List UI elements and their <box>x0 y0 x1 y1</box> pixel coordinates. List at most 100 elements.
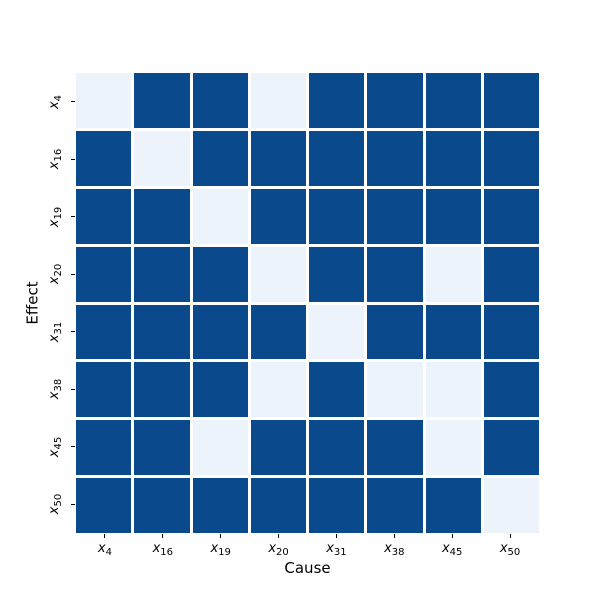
y-tick-mark <box>71 101 75 103</box>
tick-subscript: 20 <box>276 547 289 558</box>
tick-subscript: 31 <box>333 547 347 558</box>
heatmap-cell-r45-c38 <box>367 420 423 476</box>
x-tick-label-x50: x50 <box>500 542 520 558</box>
y-tick-label-x16: x16 <box>47 149 64 170</box>
x-tick-mark <box>220 534 222 538</box>
heatmap-cell-r20-c45 <box>425 246 481 302</box>
y-tick-mark <box>71 446 75 448</box>
heatmap-cell-r19-c20 <box>250 188 306 244</box>
tick-variable: x <box>47 161 62 170</box>
heatmap-cell-r38-c38 <box>367 362 423 418</box>
tick-subscript: 19 <box>53 206 64 220</box>
heatmap-cell-r16-c4 <box>76 130 132 186</box>
heatmap-cell-r19-c31 <box>309 188 365 244</box>
heatmap-cell-r19-c45 <box>425 188 481 244</box>
tick-subscript: 38 <box>53 379 64 392</box>
x-tick-label-x4: x4 <box>98 542 112 558</box>
heatmap-cell-r4-c4 <box>76 73 132 128</box>
tick-subscript: 45 <box>53 436 64 450</box>
tick-variable: x <box>326 541 334 556</box>
heatmap-cell-r16-c16 <box>134 130 190 186</box>
heatmap-cell-r31-c20 <box>250 304 306 360</box>
tick-variable: x <box>499 541 508 556</box>
heatmap-cell-r38-c4 <box>76 362 132 418</box>
heatmap-cell-r50-c31 <box>309 478 365 533</box>
tick-variable: x <box>47 391 62 400</box>
tick-subscript: 4 <box>53 94 64 102</box>
tick-variable: x <box>210 541 219 556</box>
tick-subscript: 31 <box>53 321 64 335</box>
y-tick-label-x31: x31 <box>47 321 64 342</box>
tick-variable: x <box>47 449 62 457</box>
heatmap-cell-r45-c20 <box>250 420 306 476</box>
tick-variable: x <box>97 541 106 556</box>
tick-variable: x <box>441 541 450 556</box>
x-tick-mark <box>104 534 106 538</box>
tick-variable: x <box>152 541 161 556</box>
heatmap-cell-r50-c50 <box>483 478 539 533</box>
x-tick-mark <box>393 534 395 538</box>
heatmap-cell-r38-c19 <box>192 362 248 418</box>
y-axis-title: Effect <box>23 281 42 325</box>
x-tick-mark <box>451 534 453 538</box>
heatmap-cell-r4-c50 <box>483 73 539 128</box>
tick-subscript: 16 <box>160 547 174 558</box>
heatmap-cell-r19-c4 <box>76 188 132 244</box>
y-tick-mark <box>71 158 75 160</box>
tick-subscript: 16 <box>53 149 64 162</box>
x-axis-title: Cause <box>284 559 331 577</box>
heatmap-cell-r31-c19 <box>192 304 248 360</box>
heatmap-cell-r16-c19 <box>192 130 248 186</box>
tick-variable: x <box>47 334 62 342</box>
x-tick-mark <box>278 534 280 538</box>
heatmap-cell-r4-c19 <box>192 73 248 128</box>
heatmap-cell-r19-c16 <box>134 188 190 244</box>
x-tick-label-x45: x45 <box>442 542 462 558</box>
heatmap-cell-r45-c4 <box>76 420 132 476</box>
heatmap-cell-r38-c45 <box>425 362 481 418</box>
tick-subscript: 20 <box>53 264 64 277</box>
heatmap-cell-r4-c16 <box>134 73 190 128</box>
y-tick-mark <box>71 503 75 505</box>
heatmap-cell-r4-c38 <box>367 73 423 128</box>
y-tick-label-x50: x50 <box>47 494 64 514</box>
tick-subscript: 50 <box>53 494 64 507</box>
heatmap-cell-r38-c20 <box>250 362 306 418</box>
heatmap-cell-r31-c38 <box>367 304 423 360</box>
tick-variable: x <box>268 541 277 556</box>
y-tick-label-x38: x38 <box>47 379 64 400</box>
tick-variable: x <box>47 219 62 227</box>
heatmap-cell-r16-c38 <box>367 130 423 186</box>
y-tick-label-x45: x45 <box>47 436 64 457</box>
heatmap-cell-r45-c50 <box>483 420 539 476</box>
x-tick-mark <box>335 534 337 538</box>
x-tick-label-x19: x19 <box>210 542 230 558</box>
heatmap-cell-r38-c16 <box>134 362 190 418</box>
tick-subscript: 4 <box>105 547 112 558</box>
heatmap-cell-r20-c50 <box>483 246 539 302</box>
heatmap-cell-r50-c4 <box>76 478 132 533</box>
heatmap-cell-r50-c16 <box>134 478 190 533</box>
heatmap-cell-r4-c31 <box>309 73 365 128</box>
x-tick-label-x16: x16 <box>153 542 173 558</box>
heatmap-cell-r16-c45 <box>425 130 481 186</box>
heatmap-cell-r20-c19 <box>192 246 248 302</box>
heatmap-cell-r16-c20 <box>250 130 306 186</box>
heatmap-cell-r50-c20 <box>250 478 306 533</box>
tick-variable: x <box>47 276 62 285</box>
heatmap-grid <box>76 73 539 533</box>
heatmap-cell-r45-c19 <box>192 420 248 476</box>
tick-subscript: 45 <box>449 547 463 558</box>
heatmap-cell-r20-c38 <box>367 246 423 302</box>
heatmap-cell-r20-c20 <box>250 246 306 302</box>
heatmap-cell-r16-c50 <box>483 130 539 186</box>
heatmap-cell-r31-c50 <box>483 304 539 360</box>
tick-subscript: 50 <box>507 547 521 558</box>
x-tick-mark <box>509 534 511 538</box>
tick-variable: x <box>384 541 392 556</box>
y-tick-mark <box>71 216 75 218</box>
y-tick-mark <box>71 273 75 275</box>
x-tick-label-x38: x38 <box>384 542 404 558</box>
heatmap-cell-r31-c31 <box>309 304 365 360</box>
